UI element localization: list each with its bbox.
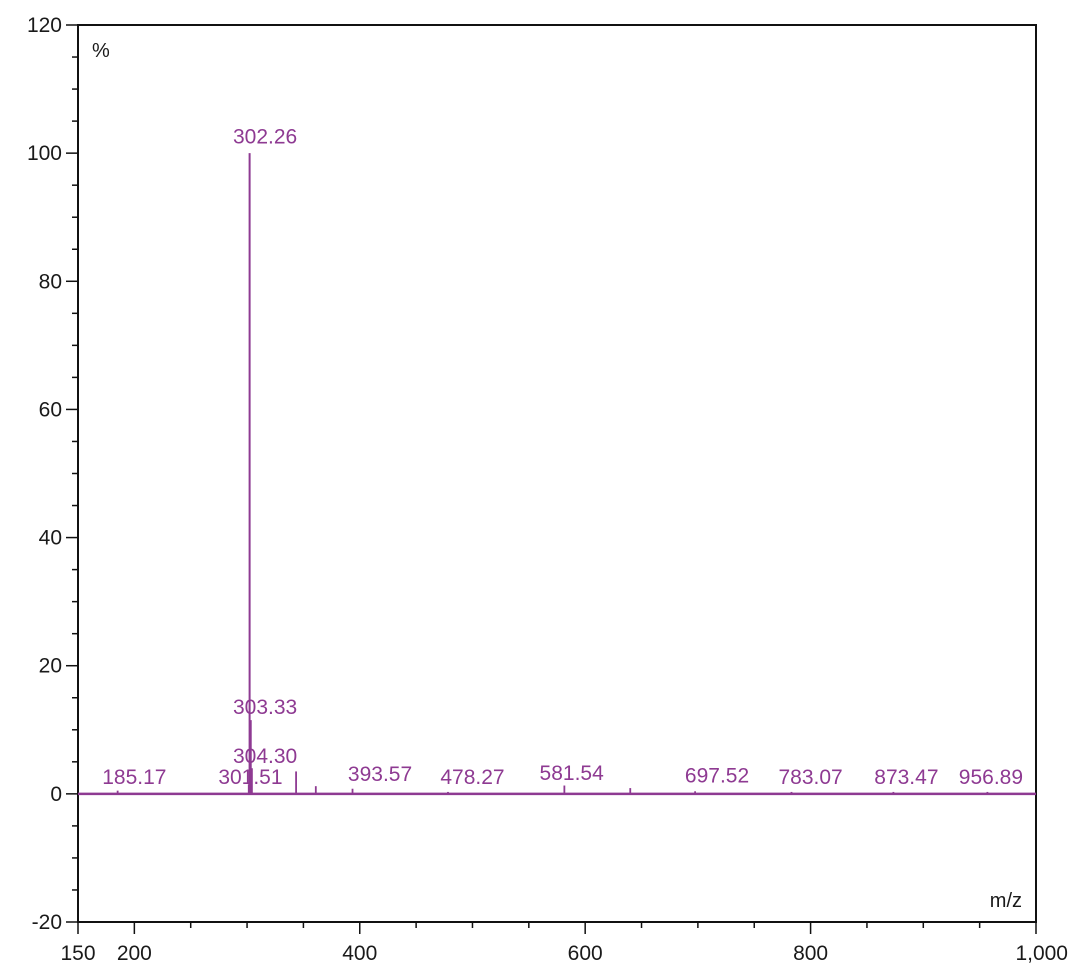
x-axis-unit-label: m/z (990, 890, 1022, 912)
y-tick-label: 0 (50, 783, 62, 806)
y-tick-label: 80 (39, 270, 62, 293)
x-tick-label: 800 (793, 942, 828, 965)
peak-label: 304.30 (233, 745, 297, 768)
x-tick-label: 400 (342, 942, 377, 965)
x-axis: 150 200 400 600 800 1,000 (60, 922, 1068, 965)
peak-labels-layer: 185.17 301.51 302.26 303.33 304.30 393.57 478.… (102, 126, 1023, 790)
y-tick-label: 100 (27, 142, 62, 165)
peak-label: 393.57 (348, 763, 412, 786)
y-tick-label: 40 (39, 527, 62, 550)
peak-label: 302.26 (233, 126, 297, 149)
x-tick-label: 200 (117, 942, 152, 965)
peaks-layer (116, 153, 989, 794)
peak-label: 697.52 (685, 764, 749, 787)
peak-label: 956.89 (959, 766, 1023, 789)
y-tick-label: 60 (39, 398, 62, 421)
peak-label: 303.33 (233, 696, 297, 719)
x-tick-label: 1,000 (1015, 942, 1068, 965)
peak-label: 873.47 (874, 766, 938, 789)
peak-label: 301.51 (218, 766, 282, 789)
x-tick-label: 600 (568, 942, 603, 965)
peak-label: 185.17 (102, 766, 166, 789)
y-tick-label: 120 (27, 14, 62, 37)
y-tick-label: -20 (32, 911, 62, 934)
y-axis-unit-label: % (92, 40, 110, 62)
x-tick-label: 150 (60, 942, 95, 965)
peak-label: 581.54 (540, 762, 605, 785)
y-axis: -20 0 20 40 60 80 100 120 (27, 14, 78, 934)
peak-label: 783.07 (778, 766, 842, 789)
y-tick-label: 20 (39, 655, 62, 678)
peak-label: 478.27 (440, 766, 504, 789)
